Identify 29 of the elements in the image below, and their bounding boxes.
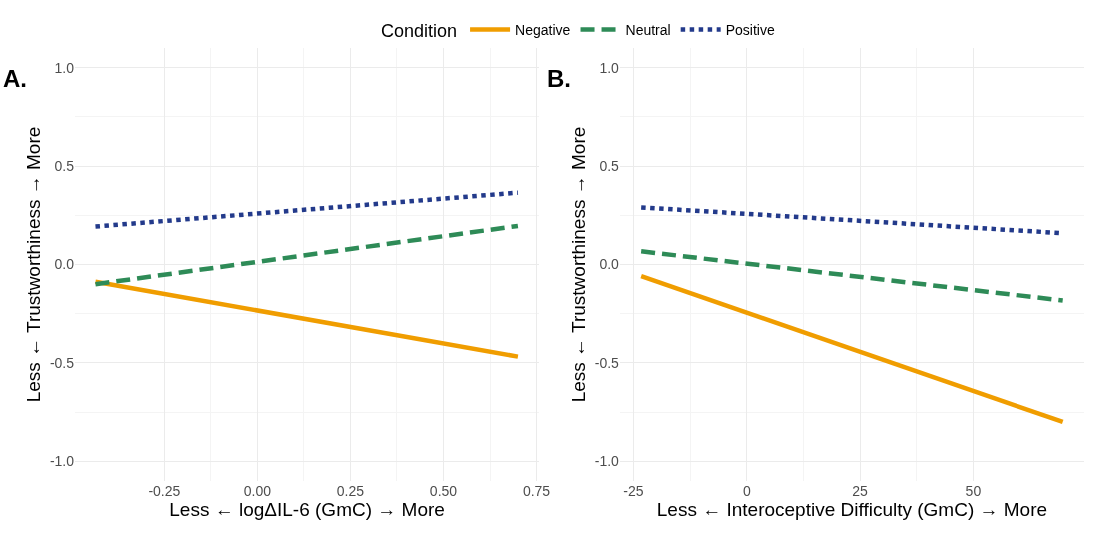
- y-tick-label: -1.0: [594, 453, 620, 470]
- x-tick-label: -0.25: [148, 483, 181, 499]
- y-tick-label: 0.0: [54, 256, 75, 273]
- text: A.: [3, 65, 27, 92]
- y-tick-label: -0.5: [594, 354, 620, 371]
- legend-label: Neutral: [625, 22, 671, 39]
- y-axis-title: Less ← Trustworthiness → More: [567, 126, 589, 403]
- x-tick-label: 50: [965, 483, 982, 499]
- y-tick-label: 0.5: [54, 157, 75, 174]
- legend-label: Positive: [725, 22, 775, 39]
- y-tick-label: 0.0: [599, 256, 620, 273]
- y-tick-label: 1.0: [599, 59, 620, 76]
- x-tick-label: 0.25: [336, 483, 365, 499]
- y-axis-title: Less ← Trustworthiness → More: [22, 126, 44, 403]
- x-tick-label: 0.00: [243, 483, 272, 499]
- x-tick-label: 0.75: [522, 483, 551, 499]
- legend-title: Condition: [381, 21, 458, 42]
- y-tick-label: 0.5: [599, 157, 620, 174]
- y-tick-label: -0.5: [49, 354, 75, 371]
- y-tick-label: 1.0: [54, 59, 75, 76]
- x-tick-label: 0: [742, 483, 751, 499]
- legend-label: Negative: [515, 22, 571, 39]
- y-tick-label: -1.0: [49, 453, 75, 470]
- x-axis-title: Less ← Interoceptive Difficulty (GmC) → More: [656, 499, 1048, 520]
- x-tick-label: 25: [852, 483, 869, 499]
- text: B.: [547, 65, 571, 92]
- x-tick-label: 0.50: [429, 483, 458, 499]
- x-axis-title: Less ← logΔIL-6 (GmC) → More: [169, 499, 445, 520]
- x-tick-label: -25: [623, 483, 644, 499]
